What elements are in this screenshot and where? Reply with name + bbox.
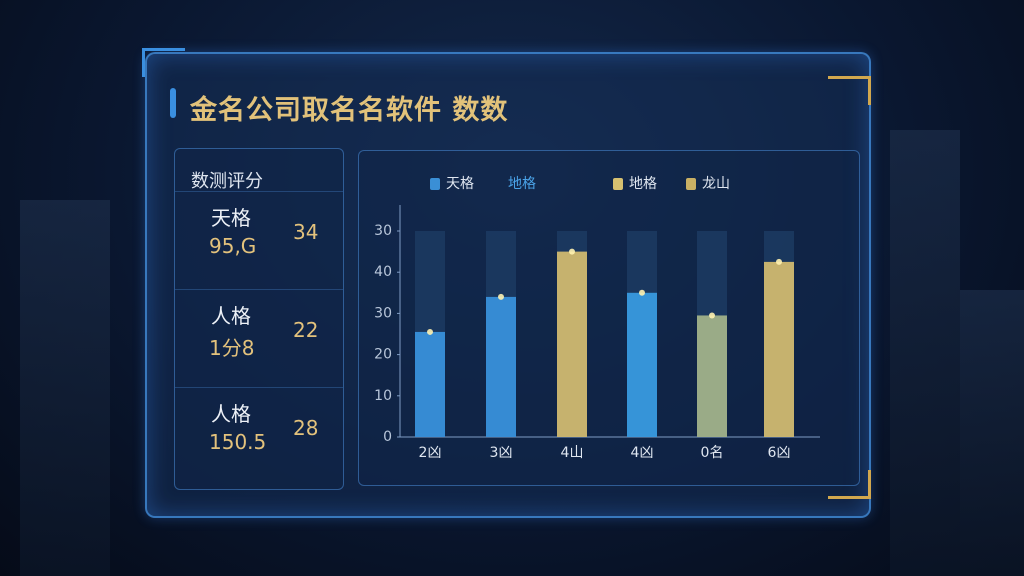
- y-tick-label: 0: [383, 429, 392, 445]
- building: [890, 130, 960, 576]
- corner: [142, 48, 185, 77]
- bar-glow: [639, 289, 645, 296]
- x-tick-label: 4山: [561, 445, 584, 461]
- bar: [415, 331, 445, 437]
- x-tick-label: 4凶: [631, 445, 654, 461]
- name: 人格: [211, 402, 251, 426]
- building: [20, 200, 110, 576]
- x-tick-label: 6凶: [768, 445, 791, 461]
- legend-swatch: [613, 178, 623, 190]
- bar-glow: [776, 258, 782, 265]
- building: [960, 290, 1024, 576]
- value: 150.5: [209, 430, 267, 454]
- bar-glow: [569, 248, 575, 255]
- x-tick-label: 2凶: [419, 445, 442, 461]
- legend-label: 地格: [508, 176, 536, 192]
- value: 1分8: [209, 336, 255, 360]
- legend-label: 龙山: [702, 176, 730, 192]
- chart: 天格 地格 地格 龙山 0 10 20 30 40 30 2凶 3凶 4山 4凶 0名 6凶: [374, 176, 820, 461]
- x-tick-label: 3凶: [490, 445, 513, 461]
- bar: [764, 261, 794, 437]
- y-tick-label: 30: [374, 223, 392, 239]
- score: 34: [293, 220, 319, 244]
- bar: [627, 292, 657, 437]
- y-tick-label: 20: [374, 347, 392, 363]
- legend-label: 地格: [629, 176, 657, 192]
- bar: [697, 315, 727, 437]
- bar-glow: [427, 328, 433, 335]
- legend-swatch: [686, 178, 696, 190]
- corner: [828, 470, 871, 499]
- app-title: 金名公司取名名软件 数数: [190, 95, 509, 126]
- score-item: 天格 95,G 34: [175, 191, 343, 288]
- panel-title: 数测评分: [191, 171, 263, 192]
- score: 28: [293, 416, 319, 440]
- y-tick-label: 40: [374, 264, 392, 280]
- score: 22: [293, 318, 319, 342]
- y-tick-label: 30: [374, 305, 392, 321]
- legend-label: 天格: [446, 176, 474, 192]
- bar: [486, 296, 516, 437]
- title-accent: [170, 88, 176, 118]
- corner: [828, 76, 871, 105]
- score-item: 人格 1分8 22: [175, 289, 343, 386]
- name: 天格: [211, 206, 251, 230]
- score-panel: 数测评分 天格 95,G 34 人格 1分8 22 人格 150.5 28: [174, 148, 344, 490]
- bar: [557, 251, 587, 437]
- value: 95,G: [209, 234, 257, 258]
- score-item: 人格 150.5 28: [175, 387, 343, 484]
- bar-glow: [498, 293, 504, 300]
- x-tick-label: 0名: [701, 445, 724, 461]
- bar-glow: [709, 312, 715, 319]
- legend-swatch: [430, 178, 440, 190]
- name: 人格: [211, 304, 251, 328]
- y-tick-label: 10: [374, 388, 392, 404]
